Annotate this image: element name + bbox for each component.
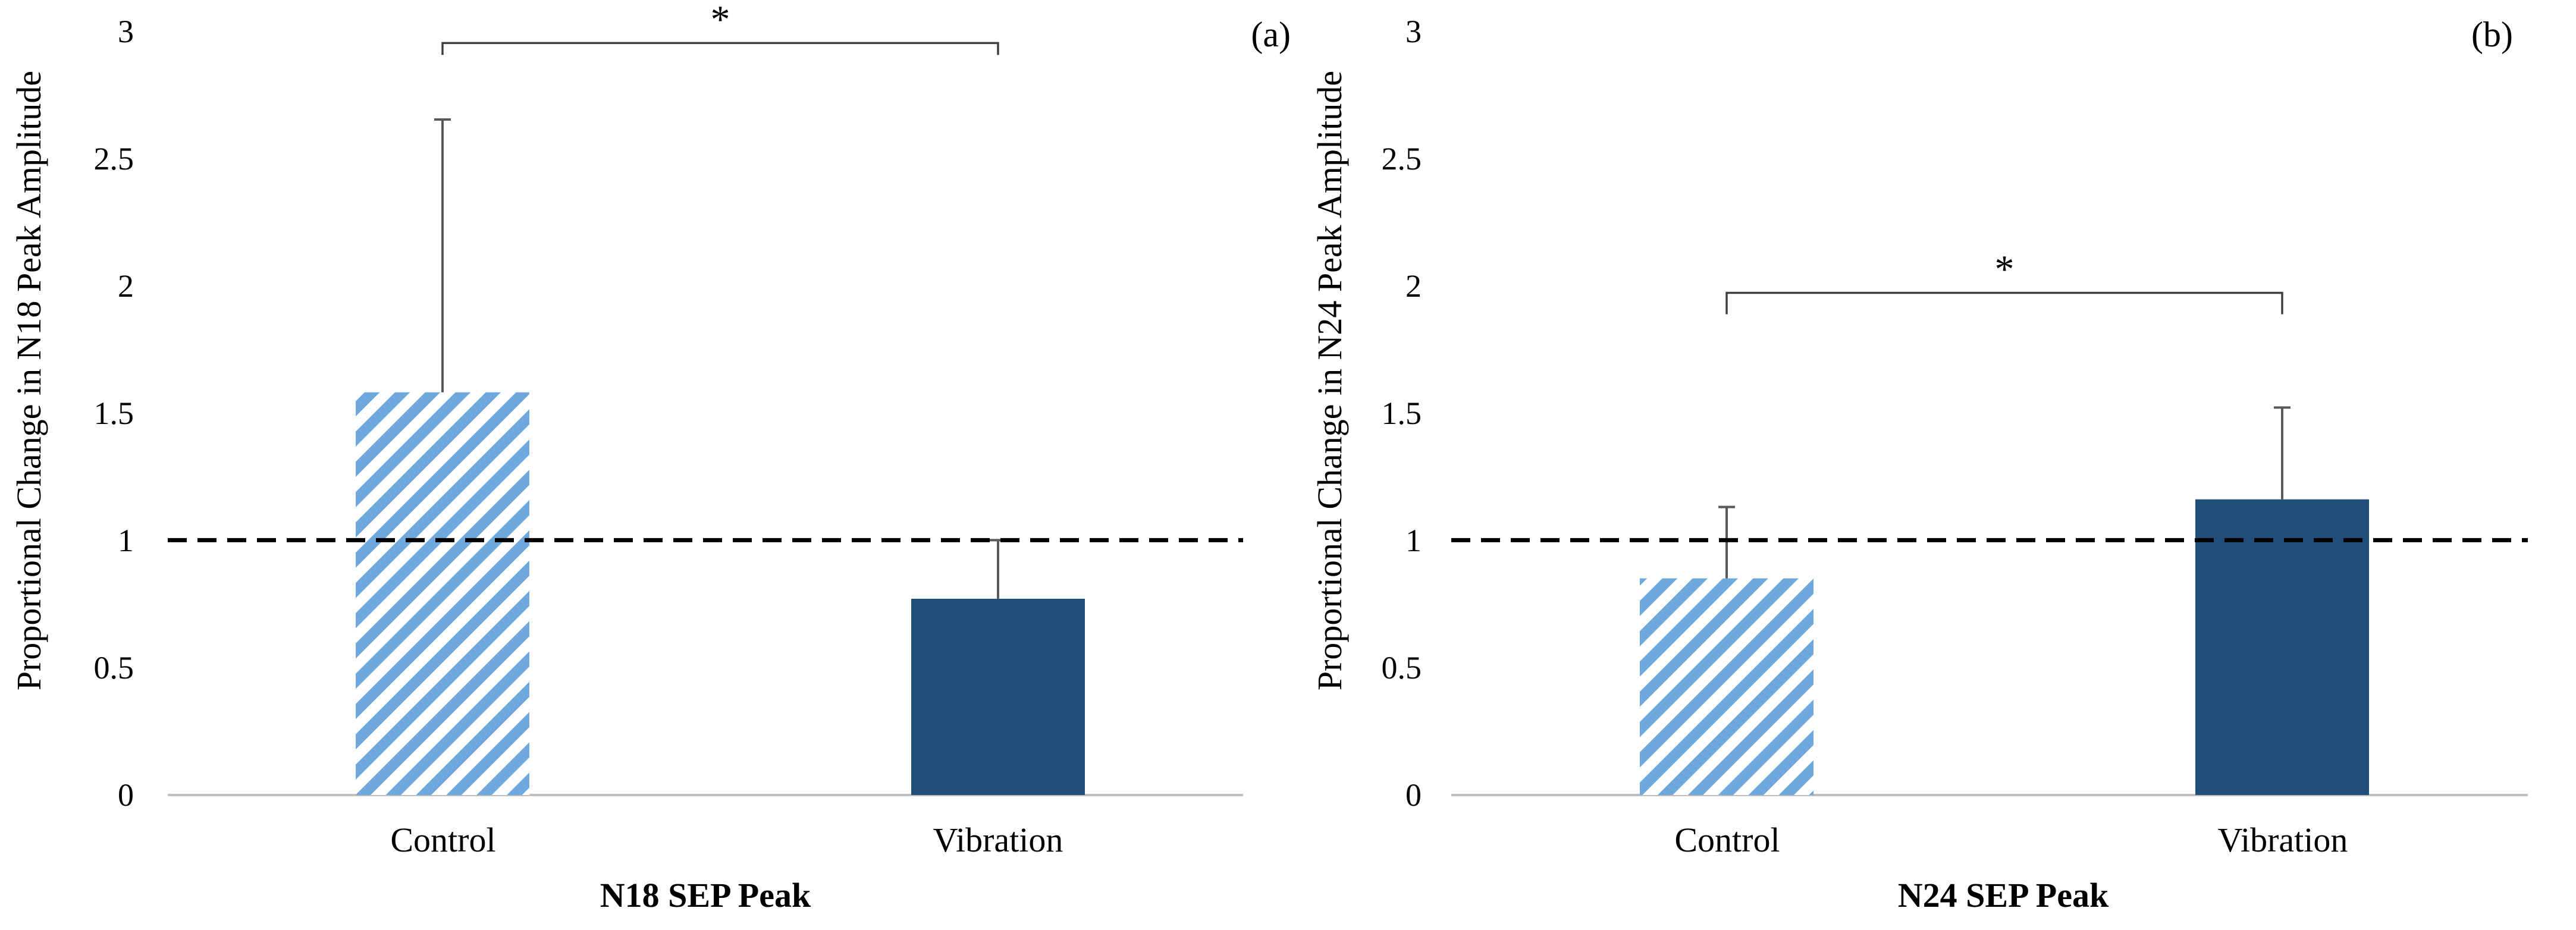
significance-bracket bbox=[441, 42, 999, 55]
x-category-label: Vibration bbox=[933, 821, 1063, 859]
y-tick-label: 0 bbox=[1405, 777, 1422, 813]
y-tick-label: 1.5 bbox=[94, 395, 134, 431]
y-tick-labels: 0 0.5 1 1.5 2 2.5 3 bbox=[1382, 14, 1422, 813]
y-axis-title: Proportional Change in N24 Peak Amplitud… bbox=[1310, 71, 1349, 690]
y-tick-label: 0.5 bbox=[94, 650, 134, 686]
y-tick-label: 2 bbox=[118, 268, 134, 304]
y-tick-label: 0 bbox=[118, 777, 134, 813]
y-tick-label: 0.5 bbox=[1382, 650, 1422, 686]
y-tick-label: 1 bbox=[118, 523, 134, 558]
x-category-label: Control bbox=[390, 821, 495, 859]
y-tick-label: 2.5 bbox=[94, 141, 134, 177]
x-category-label: Vibration bbox=[2218, 821, 2348, 859]
bar-vibration bbox=[2195, 499, 2369, 795]
y-tick-label: 2 bbox=[1405, 268, 1422, 304]
y-tick-label: 3 bbox=[1405, 14, 1422, 49]
y-tick-labels: 0 0.5 1 1.5 2 2.5 3 bbox=[94, 14, 134, 813]
y-axis-title: Proportional Change in N18 Peak Amplitud… bbox=[10, 71, 48, 690]
y-tick-label: 1 bbox=[1405, 523, 1422, 558]
chart-panel-b: Proportional Change in N24 Peak Amplitud… bbox=[1310, 14, 2528, 915]
panel-label: (a) bbox=[1251, 15, 1291, 54]
y-tick-label: 1.5 bbox=[1382, 395, 1422, 431]
x-category-label: Control bbox=[1674, 821, 1780, 859]
significance-star: * bbox=[711, 0, 730, 41]
y-tick-label: 2.5 bbox=[1382, 141, 1422, 177]
x-axis-title: N24 SEP Peak bbox=[1898, 876, 2109, 915]
y-tick-label: 3 bbox=[118, 14, 134, 49]
bar-control bbox=[356, 392, 529, 795]
x-axis-title: N18 SEP Peak bbox=[600, 876, 811, 915]
significance-star: * bbox=[1995, 248, 2015, 291]
bar-control bbox=[1640, 578, 1813, 795]
panel-label: (b) bbox=[2471, 15, 2513, 54]
chart-panel-a: Proportional Change in N18 Peak Amplitud… bbox=[10, 0, 1291, 915]
bar-vibration bbox=[911, 598, 1085, 795]
significance-bracket bbox=[1725, 291, 2283, 315]
